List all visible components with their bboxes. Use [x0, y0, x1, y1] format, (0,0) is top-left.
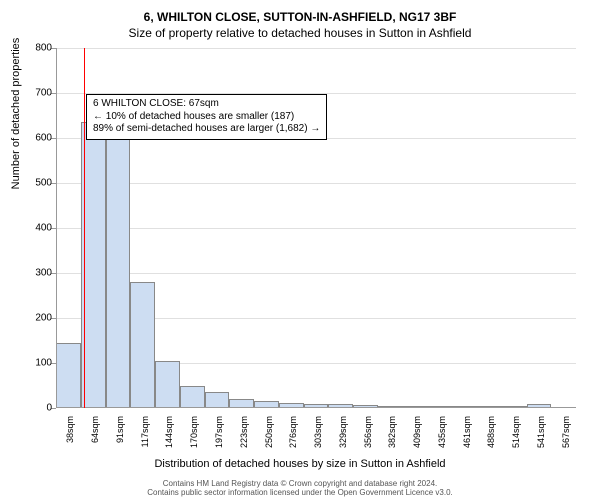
- property-marker-line: [84, 48, 85, 408]
- x-tick-label: 250sqm: [264, 416, 274, 448]
- x-tick-label: 91sqm: [115, 416, 125, 443]
- bar-slot: 541sqm: [527, 48, 552, 408]
- y-tick-label: 600: [35, 133, 52, 144]
- y-tick-label: 0: [46, 403, 52, 414]
- histogram-bar: [180, 386, 205, 409]
- x-tick-label: 170sqm: [189, 416, 199, 448]
- chart-container: 6, WHILTON CLOSE, SUTTON-IN-ASHFIELD, NG…: [0, 0, 600, 500]
- y-tick-label: 500: [35, 178, 52, 189]
- bar-slot: 329sqm: [328, 48, 353, 408]
- chart-title-sub: Size of property relative to detached ho…: [0, 24, 600, 40]
- histogram-bar: [56, 343, 81, 408]
- bar-slot: 356sqm: [353, 48, 378, 408]
- plot-area: 0100200300400500600700800 38sqm64sqm91sq…: [56, 48, 576, 408]
- x-tick-label: 409sqm: [412, 416, 422, 448]
- bar-slot: 382sqm: [378, 48, 403, 408]
- footer: Contains HM Land Registry data © Crown c…: [0, 479, 600, 498]
- y-tick-label: 100: [35, 358, 52, 369]
- x-tick-label: 356sqm: [363, 416, 373, 448]
- x-axis-line: [56, 407, 576, 408]
- x-tick-label: 223sqm: [239, 416, 249, 448]
- annotation-line2: ← 10% of detached houses are smaller (18…: [93, 111, 320, 124]
- x-axis-label: Distribution of detached houses by size …: [0, 458, 600, 470]
- y-tick-label: 300: [35, 268, 52, 279]
- x-tick-label: 461sqm: [462, 416, 472, 448]
- x-tick-label: 197sqm: [214, 416, 224, 448]
- x-tick-label: 435sqm: [437, 416, 447, 448]
- x-tick-label: 64sqm: [90, 416, 100, 443]
- annotation-line3: 89% of semi-detached houses are larger (…: [93, 123, 320, 136]
- bar-slot: 488sqm: [477, 48, 502, 408]
- x-tick-label: 382sqm: [387, 416, 397, 448]
- x-tick-label: 303sqm: [313, 416, 323, 448]
- x-tick-label: 541sqm: [536, 416, 546, 448]
- x-tick-label: 514sqm: [511, 416, 521, 448]
- annotation-line1: 6 WHILTON CLOSE: 67sqm: [93, 98, 320, 111]
- y-tick-label: 200: [35, 313, 52, 324]
- bar-slot: 435sqm: [427, 48, 452, 408]
- x-tick-label: 38sqm: [65, 416, 75, 443]
- bar-slot: 38sqm: [56, 48, 81, 408]
- chart-title-main: 6, WHILTON CLOSE, SUTTON-IN-ASHFIELD, NG…: [0, 0, 600, 24]
- histogram-bar: [106, 127, 131, 408]
- footer-line2: Contains public sector information licen…: [0, 488, 600, 498]
- footer-line1: Contains HM Land Registry data © Crown c…: [0, 479, 600, 489]
- bar-slot: 514sqm: [502, 48, 527, 408]
- x-tick-label: 488sqm: [486, 416, 496, 448]
- y-tick-label: 400: [35, 223, 52, 234]
- x-tick-label: 117sqm: [140, 416, 150, 447]
- x-tick-label: 144sqm: [164, 416, 174, 448]
- y-tick-label: 800: [35, 43, 52, 54]
- histogram-bar: [130, 282, 155, 408]
- bar-slot: 567sqm: [551, 48, 576, 408]
- annotation-box: 6 WHILTON CLOSE: 67sqm ← 10% of detached…: [86, 94, 327, 140]
- x-tick-label: 329sqm: [338, 416, 348, 448]
- histogram-bar: [155, 361, 180, 408]
- y-axis-line: [56, 48, 57, 408]
- histogram-bar: [205, 392, 230, 408]
- y-axis-label: Number of detached properties: [10, 38, 22, 190]
- y-tick-label: 700: [35, 88, 52, 99]
- x-tick-label: 567sqm: [561, 416, 571, 448]
- bar-slot: 409sqm: [403, 48, 428, 408]
- bar-slot: 461sqm: [452, 48, 477, 408]
- x-tick-label: 276sqm: [288, 416, 298, 448]
